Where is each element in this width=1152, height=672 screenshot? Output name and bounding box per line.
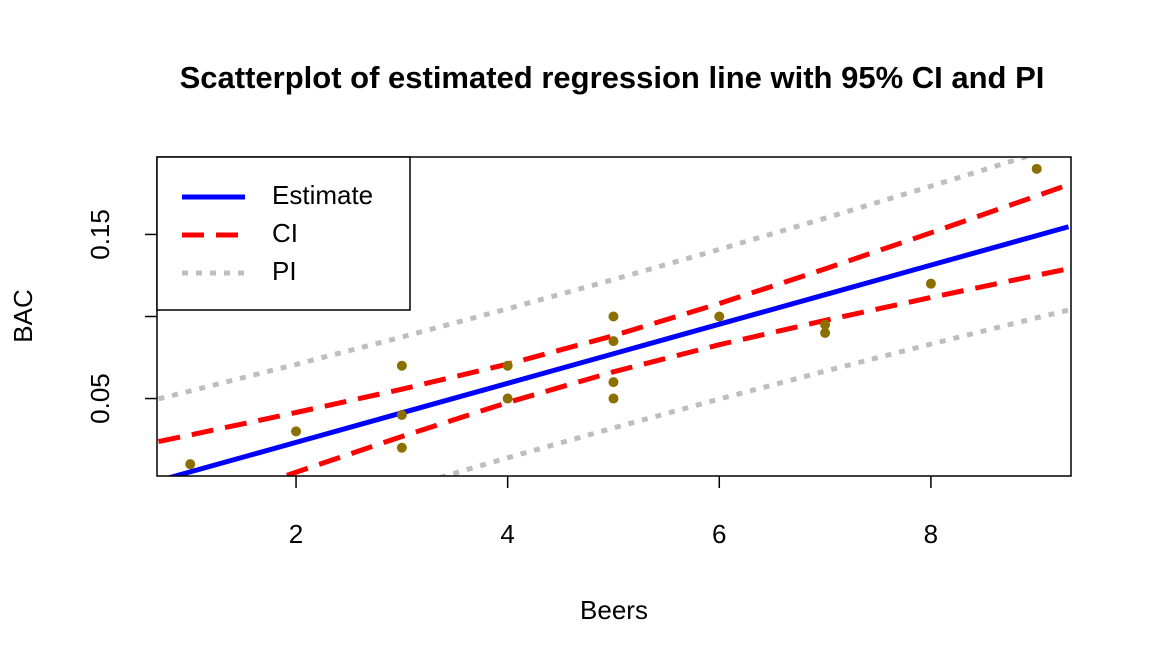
point	[396, 442, 407, 453]
plot-area	[157, 157, 1070, 476]
point	[502, 360, 513, 371]
point	[608, 336, 619, 347]
y-axis-label: BAC	[8, 289, 38, 342]
x-tick-label: 8	[924, 519, 938, 549]
line-estimate	[166, 224, 1070, 476]
x-tick-label: 2	[289, 519, 303, 549]
legend-label: Estimate	[272, 180, 373, 210]
x-tick-label: 4	[500, 519, 514, 549]
point	[820, 319, 831, 330]
point	[1031, 163, 1042, 174]
chart-title: Scatterplot of estimated regression line…	[180, 60, 1045, 95]
y-tick-label: 0.05	[85, 373, 115, 424]
x-tick-label: 6	[712, 519, 726, 549]
line-ci-lower	[277, 266, 1069, 476]
point	[925, 278, 936, 289]
point	[396, 409, 407, 420]
point	[608, 311, 619, 322]
line-ci-upper	[157, 182, 1070, 444]
legend-label: CI	[272, 218, 298, 248]
point	[714, 311, 725, 322]
point	[185, 459, 196, 470]
point	[291, 426, 302, 437]
y-tick-label: 0.15	[85, 209, 115, 260]
point	[502, 393, 513, 404]
point	[608, 377, 619, 388]
legend-label: PI	[272, 256, 297, 286]
point	[396, 360, 407, 371]
point	[820, 327, 831, 338]
point	[608, 393, 619, 404]
x-axis-label: Beers	[580, 595, 648, 625]
